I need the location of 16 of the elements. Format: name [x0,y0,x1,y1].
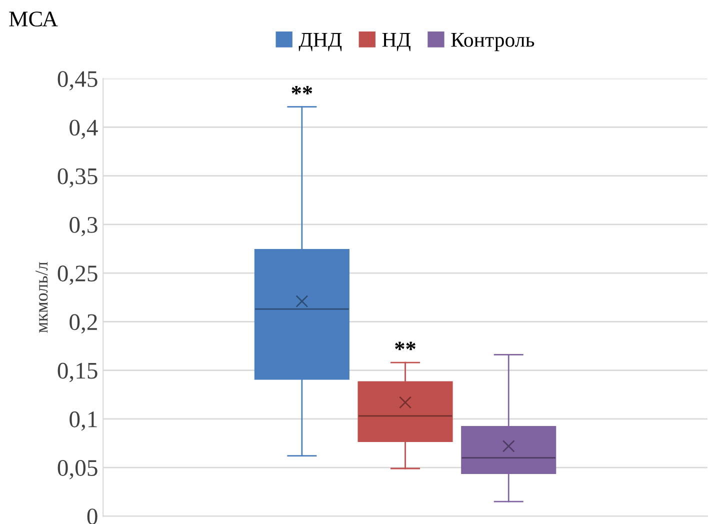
legend-label: Контроль [451,33,534,52]
annotation: ** [292,86,312,94]
y-tick-label: 0,4 [70,120,98,140]
y-tick-label: 0,1 [70,411,97,431]
legend-label: ДНД [298,33,342,52]
annotation: ** [395,342,416,350]
y-axis-title: мкмоль/л [36,262,48,333]
y-tick-label: 0,45 [58,71,98,90]
y-tick-label: 0,25 [58,266,98,285]
y-tick-label: 0,15 [58,362,98,382]
y-tick-label: 0,3 [70,216,98,236]
y-tick-label: 0,05 [58,460,98,480]
chart-title: МСА [9,12,58,27]
y-tick-label: 0,2 [70,314,97,334]
legend-label: НД [382,33,410,52]
y-tick-label: 0,35 [58,168,98,188]
